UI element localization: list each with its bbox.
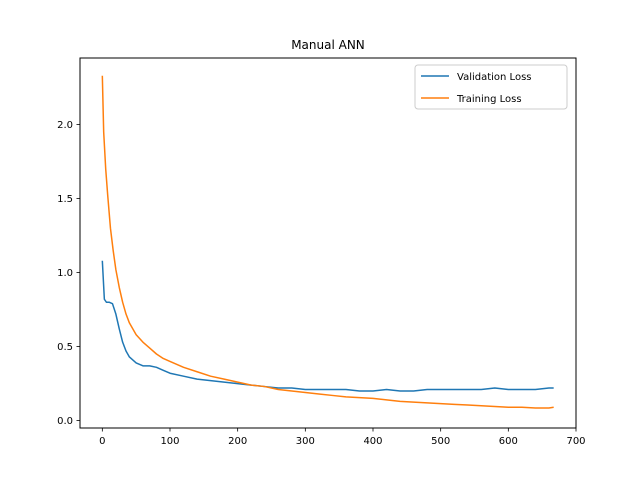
x-tick-label: 0 (99, 436, 105, 447)
legend-box (414, 64, 568, 110)
series-line-training-loss (101, 75, 554, 409)
chart-title: Manual ANN (291, 38, 365, 52)
plot-frame (79, 57, 577, 429)
x-tick-label: 300 (296, 436, 315, 447)
x-tick-label: 500 (431, 436, 450, 447)
x-tick-label: 100 (160, 436, 179, 447)
x-tick-label: 600 (499, 436, 518, 447)
x-tick-label: 400 (363, 436, 382, 447)
series-line-validation-loss (101, 260, 554, 392)
x-tick-label: 200 (228, 436, 247, 447)
y-tick-label: 0.0 (57, 416, 73, 427)
y-tick-label: 1.0 (57, 268, 73, 279)
y-tick-label: 0.5 (57, 342, 73, 353)
legend-label: Training Loss (456, 94, 522, 105)
y-tick-label: 1.5 (57, 194, 73, 205)
legend-label: Validation Loss (457, 72, 532, 83)
y-tick-label: 2.0 (57, 120, 73, 131)
plot-lines (101, 75, 554, 409)
x-tick-label: 700 (566, 436, 585, 447)
x-axis-ticks: 0 100 200 300 400 500 600 700 (99, 428, 586, 447)
y-axis-ticks: 0.0 0.5 1.0 1.5 2.0 (57, 120, 80, 427)
legend: Validation Loss Training Loss (414, 64, 568, 110)
